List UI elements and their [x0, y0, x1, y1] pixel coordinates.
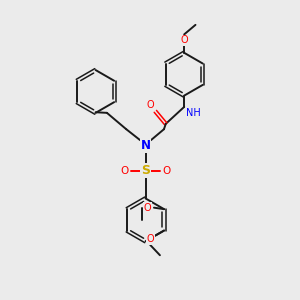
Text: O: O — [146, 234, 154, 244]
Text: N: N — [140, 139, 151, 152]
Text: O: O — [146, 100, 154, 110]
Text: O: O — [163, 166, 171, 176]
Text: NH: NH — [186, 108, 201, 118]
Text: S: S — [141, 164, 150, 177]
Text: O: O — [120, 166, 128, 176]
Text: O: O — [143, 203, 151, 213]
Text: O: O — [180, 35, 188, 45]
